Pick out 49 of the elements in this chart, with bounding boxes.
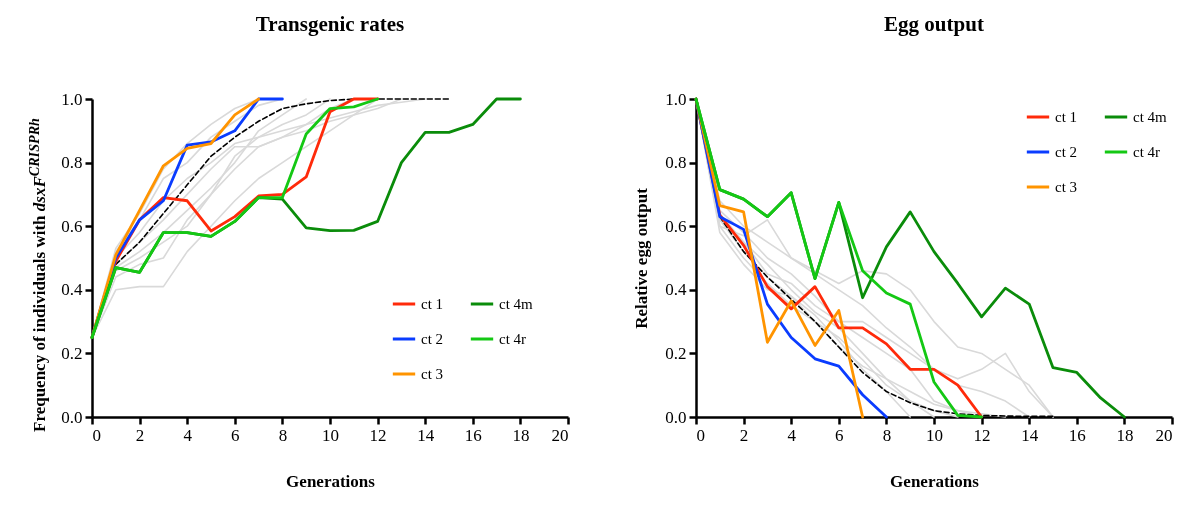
x-tick-label: 6 — [231, 425, 240, 445]
y-tick-label: 1.0 — [61, 89, 83, 109]
y-tick-label: 0.2 — [665, 343, 687, 363]
x-tick-label: 20 — [551, 425, 569, 445]
y-tick-label: 0.8 — [665, 153, 687, 173]
y-tick-label: 0.6 — [665, 216, 687, 236]
y-axis-title: Relative egg output — [632, 187, 652, 329]
legend-label: ct 2 — [421, 331, 444, 347]
x-axis-title: Generations — [890, 471, 980, 491]
x-tick-label: 14 — [1021, 425, 1039, 445]
y-tick-label: 0.0 — [665, 407, 687, 427]
y-tick-label: 0.4 — [665, 280, 687, 300]
legend-label: ct 2 — [1055, 144, 1078, 160]
y-tick-label: 0.0 — [61, 407, 83, 427]
legend-label: ct 4m — [499, 296, 534, 312]
x-tick-label: 18 — [1116, 425, 1134, 445]
x-tick-label: 12 — [369, 425, 387, 445]
x-tick-label: 16 — [464, 425, 482, 445]
x-axis-title: Generations — [286, 471, 376, 491]
x-tick-label: 6 — [835, 425, 844, 445]
y-tick-label: 0.8 — [61, 153, 83, 173]
chart-title: Egg output — [884, 12, 984, 36]
x-tick-label: 14 — [417, 425, 435, 445]
x-tick-label: 4 — [183, 425, 193, 445]
legend-label: ct 3 — [1055, 179, 1078, 195]
x-tick-label: 12 — [973, 425, 991, 445]
x-tick-label: 2 — [135, 425, 145, 445]
chart-title: Transgenic rates — [255, 12, 405, 36]
x-tick-label: 0 — [696, 425, 705, 445]
x-tick-label: 8 — [882, 425, 892, 445]
x-tick-label: 16 — [1068, 425, 1086, 445]
x-tick-label: 10 — [926, 425, 943, 445]
y-tick-label: 0.2 — [61, 343, 83, 363]
legend-label: ct 4m — [1133, 109, 1168, 125]
x-tick-label: 10 — [322, 425, 339, 445]
y-tick-label: 0.6 — [61, 216, 83, 236]
x-tick-label: 0 — [92, 425, 101, 445]
x-tick-label: 4 — [787, 425, 797, 445]
legend-label: ct 1 — [421, 296, 444, 312]
legend-label: ct 4r — [1133, 144, 1161, 160]
x-tick-label: 20 — [1155, 425, 1173, 445]
legend-label: ct 3 — [421, 366, 444, 382]
y-tick-label: 1.0 — [665, 89, 687, 109]
y-tick-label: 0.4 — [61, 280, 83, 300]
x-tick-label: 2 — [739, 425, 749, 445]
x-tick-label: 18 — [512, 425, 530, 445]
legend-label: ct 1 — [1055, 109, 1078, 125]
x-tick-label: 8 — [278, 425, 288, 445]
legend-label: ct 4r — [499, 331, 527, 347]
